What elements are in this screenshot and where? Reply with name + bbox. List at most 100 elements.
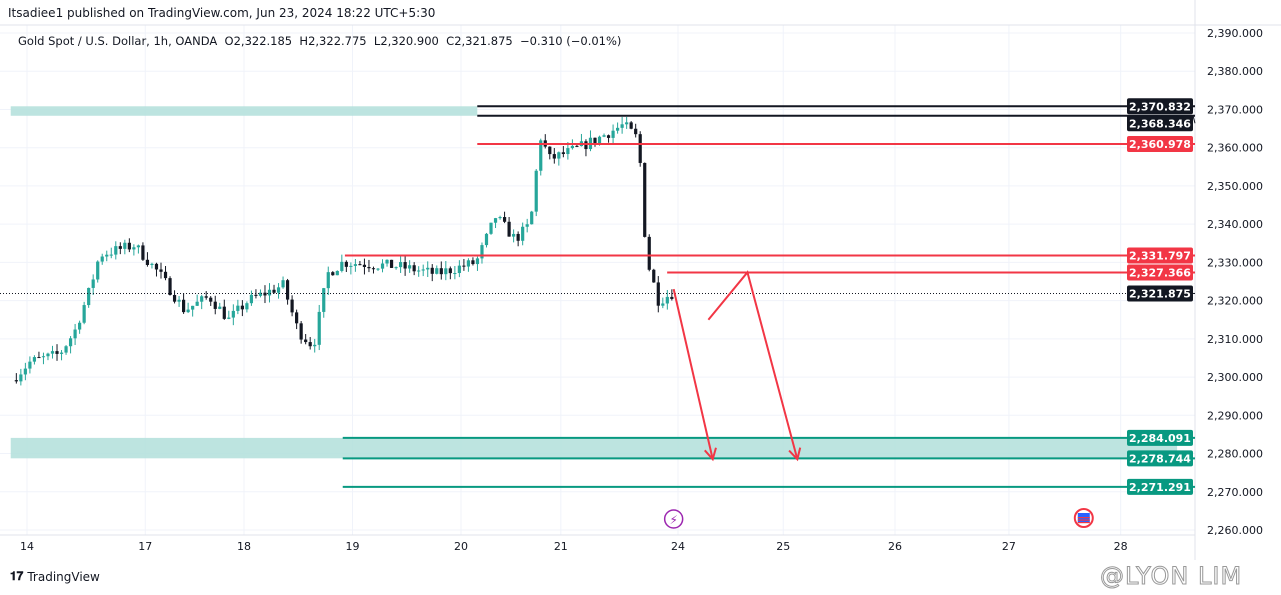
price-label: 2,368.346 — [1129, 117, 1191, 130]
zone-rect — [10, 437, 1178, 459]
candle-body — [525, 224, 529, 227]
candle-body — [213, 301, 217, 309]
candle-body — [41, 356, 46, 358]
candle-body — [584, 141, 588, 150]
price-label-box — [1127, 429, 1193, 446]
candle-body — [68, 338, 73, 347]
candle-body — [308, 342, 312, 347]
candle-body — [222, 306, 226, 319]
time-tick-label: 28 — [1114, 540, 1128, 553]
candle-body — [516, 233, 520, 241]
candle-body — [78, 322, 82, 330]
candle-body — [236, 305, 240, 311]
price-tick-label: 2,380.000 — [1207, 65, 1263, 78]
candle-body — [353, 264, 357, 266]
candle-body — [182, 299, 186, 313]
tv-logo-icon: 𝟏𝟕 — [10, 569, 24, 583]
candle-body — [168, 278, 172, 295]
publish-info: Itsadiee1 published on TradingView.com, … — [8, 6, 436, 20]
candle-body — [435, 268, 439, 274]
candle-body — [295, 312, 299, 324]
candle-body — [23, 368, 27, 375]
candle-body — [349, 265, 353, 267]
candle-body — [634, 128, 638, 135]
candle-body — [620, 124, 624, 128]
price-tick-label: 2,300.000 — [1207, 371, 1263, 384]
candle-body — [254, 294, 258, 296]
candle-body — [403, 262, 407, 269]
candle-body — [466, 260, 471, 267]
candle-body — [344, 261, 348, 267]
candle-body — [661, 303, 665, 306]
candle-body — [670, 296, 674, 299]
candle-body — [521, 226, 525, 241]
price-tick-label: 2,390.000 — [1207, 27, 1263, 40]
candle-body — [141, 245, 145, 260]
time-tick-label: 25 — [776, 540, 790, 553]
candle-body — [389, 259, 394, 268]
candle-body — [172, 294, 177, 302]
candle-body — [548, 146, 552, 155]
lightning-glyph: ⚡ — [669, 513, 677, 527]
price-label: 2,360.978 — [1129, 138, 1191, 151]
price-label: 2,370.832 — [1129, 100, 1191, 113]
candle-body — [55, 351, 59, 354]
candle-body — [656, 282, 660, 306]
candle-body — [647, 236, 651, 270]
candle-body — [263, 292, 267, 296]
price-tick-label: 2,310.000 — [1207, 333, 1263, 346]
arrow-head — [788, 447, 802, 462]
candle-body — [46, 353, 50, 357]
candle-body — [385, 259, 389, 264]
price-label: 2,271.291 — [1129, 481, 1191, 494]
candle-body — [484, 233, 489, 246]
candle-body — [91, 279, 95, 288]
candle-body — [340, 261, 344, 271]
candle-body — [64, 346, 68, 353]
candle-body — [371, 268, 376, 270]
candle-body — [28, 361, 32, 369]
candle-body — [362, 264, 367, 268]
candle-body — [227, 317, 231, 319]
price-tick-label: 2,370.000 — [1207, 103, 1263, 116]
time-tick-label: 20 — [454, 540, 468, 553]
candle-body — [453, 273, 457, 275]
candle-body — [19, 374, 23, 382]
candle-body — [439, 268, 443, 275]
candle-body — [394, 267, 398, 269]
candle-body — [272, 289, 276, 293]
candle-body — [462, 265, 466, 267]
candle-body — [475, 258, 480, 265]
candle-body — [471, 260, 475, 265]
candle-body — [299, 323, 303, 340]
candle-body — [602, 135, 606, 137]
candle-body — [430, 267, 434, 274]
candle-body — [412, 265, 416, 272]
candle-body — [380, 263, 385, 269]
candle-body — [285, 280, 290, 300]
candle-body — [539, 140, 543, 171]
candle-body — [240, 305, 244, 310]
candle-body — [566, 148, 570, 155]
candle-body — [326, 272, 330, 289]
candle-body — [123, 242, 127, 249]
candle-body — [593, 137, 597, 144]
candle-body — [331, 272, 335, 276]
candle-body — [570, 145, 574, 149]
candle-body — [82, 305, 86, 323]
candle-body — [136, 245, 140, 248]
zone-rect — [10, 106, 478, 116]
candle-body — [507, 221, 511, 237]
candle-body — [448, 268, 452, 274]
candle-body — [267, 289, 272, 296]
candle-body — [638, 134, 642, 163]
candle-body — [245, 303, 249, 310]
candle-body — [652, 269, 656, 283]
price-label-box — [1127, 478, 1193, 495]
price-label-box — [1127, 115, 1193, 132]
candle-body — [322, 288, 326, 312]
candle-body — [73, 329, 77, 339]
time-tick-label: 21 — [554, 540, 568, 553]
tradingview-logo: 𝟏𝟕 TradingView — [10, 569, 100, 584]
